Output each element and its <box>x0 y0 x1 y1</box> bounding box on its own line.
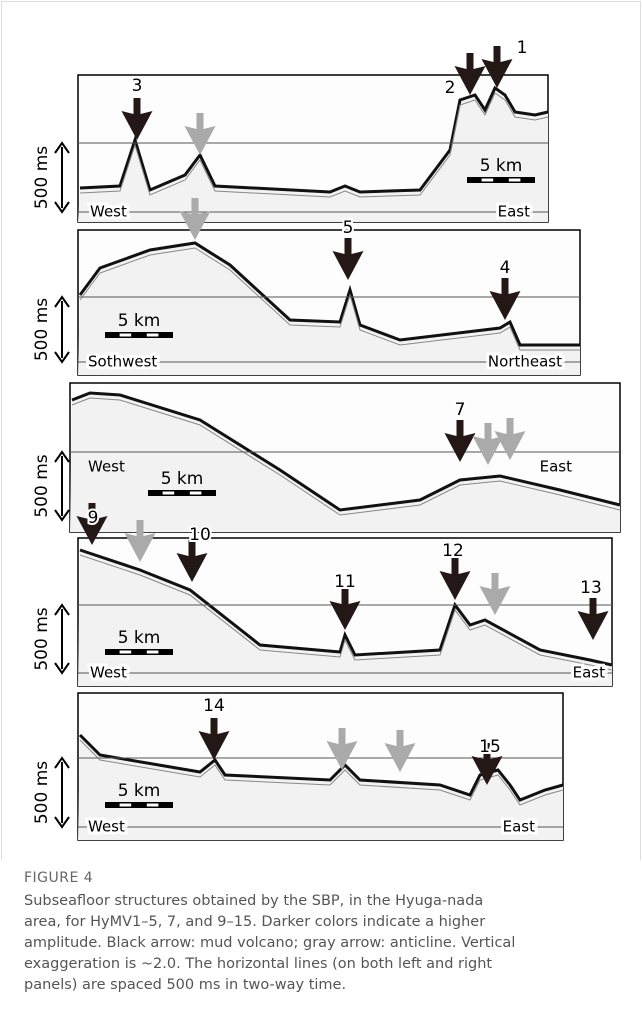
direction-left: Sothwest <box>88 353 157 371</box>
direction-left: West <box>90 203 127 221</box>
caption-line: amplitude. Black arrow: mud volcano; gra… <box>24 935 515 951</box>
scale-label: 5 km <box>118 628 161 648</box>
arrow-number: 7 <box>455 400 466 420</box>
arrow-number: 12 <box>442 541 464 561</box>
direction-right: East <box>503 818 535 836</box>
scale-bar-segment <box>120 804 132 807</box>
arrow-number: 11 <box>334 572 356 592</box>
scale-bar-segment <box>120 334 132 337</box>
scale-label: 5 km <box>161 469 204 489</box>
scale-bar-segment <box>482 179 494 182</box>
direction-right: East <box>540 458 572 476</box>
caption-title: FIGURE 4 <box>24 870 93 886</box>
ms-label: 500 ms <box>32 761 52 824</box>
arrow-number: 10 <box>189 525 211 545</box>
caption-line: area, for HyMV1–5, 7, and 9–15. Darker c… <box>24 914 485 930</box>
arrow-number: 5 <box>343 218 354 238</box>
scale-bar-segment <box>509 179 521 182</box>
scale-bar-segment <box>147 334 159 337</box>
caption-line: Subseafloor structures obtained by the S… <box>24 893 483 909</box>
caption-line: panels) are spaced 500 ms in two-way tim… <box>24 977 346 993</box>
ms-label: 500 ms <box>32 298 52 361</box>
scale-label: 5 km <box>118 781 161 801</box>
direction-left: West <box>90 664 127 682</box>
scale-bar <box>105 802 173 808</box>
arrow-number: 3 <box>132 76 143 96</box>
direction-left: West <box>88 458 125 476</box>
scale-label: 5 km <box>480 156 523 176</box>
scale-bar-segment <box>163 492 175 495</box>
scale-label: 5 km <box>118 311 161 331</box>
arrow-number: 14 <box>203 696 225 716</box>
arrow-number: 13 <box>580 578 602 598</box>
scale-bar-segment <box>147 804 159 807</box>
figure: West East 500 ms 5 km 3 2 1 Sothwest Northeast 50… <box>0 0 642 860</box>
ms-label: 500 ms <box>32 607 52 670</box>
direction-right: Northeast <box>488 353 562 371</box>
caption-line: exaggeration is ~2.0. The horizontal lin… <box>24 956 492 972</box>
ms-label: 500 ms <box>32 454 52 517</box>
arrow-number: 2 <box>445 78 456 98</box>
arrow-number: 4 <box>500 258 511 278</box>
direction-left: West <box>88 818 125 836</box>
scale-bar-segment <box>147 651 159 654</box>
arrow-number: 9 <box>88 508 99 528</box>
direction-right: East <box>573 664 605 682</box>
scale-bar <box>105 332 173 338</box>
scale-bar-segment <box>190 492 202 495</box>
page: {"figure": {"panels": [ {"ms_label": "50… <box>0 0 642 1032</box>
scale-bar <box>467 177 535 183</box>
arrow-number: 1 <box>517 38 528 58</box>
direction-right: East <box>498 203 530 221</box>
ms-label: 500 ms <box>32 146 52 209</box>
scale-bar <box>105 649 173 655</box>
scale-bar <box>148 490 216 496</box>
scale-bar-segment <box>120 651 132 654</box>
arrow-number: 15 <box>479 737 501 757</box>
